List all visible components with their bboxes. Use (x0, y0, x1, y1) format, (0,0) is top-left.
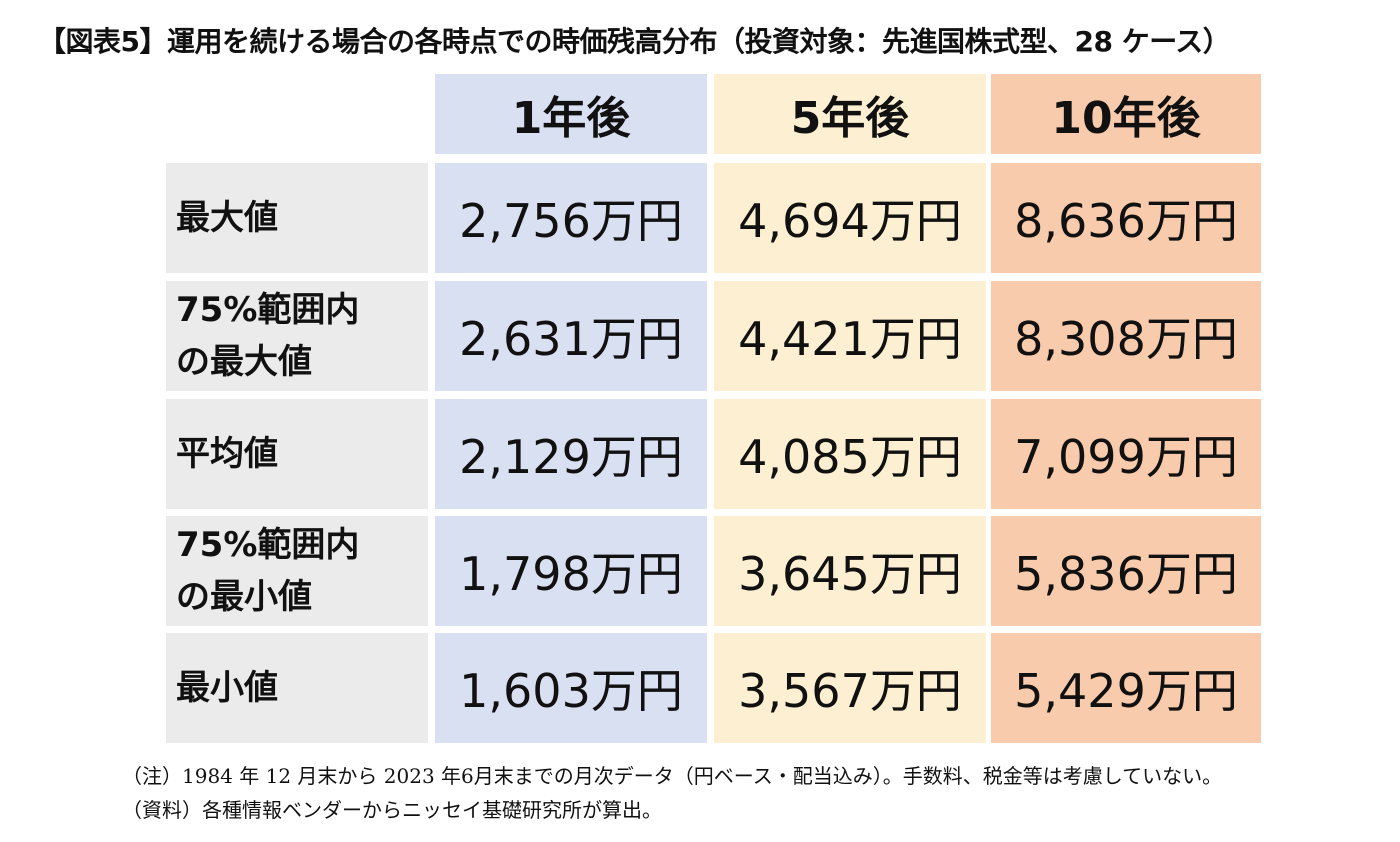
value-cell: 1,798万円 (435, 516, 707, 626)
value-cell: 7,099万円 (991, 399, 1261, 509)
footnote-note: （注）1984 年 12 月末から 2023 年6月末までの月次データ（円ベース… (122, 764, 1223, 788)
row-label: 最大値 (166, 163, 428, 273)
value-cell: 4,421万円 (714, 281, 986, 391)
chart-title: 【図表5】運用を続ける場合の各時点での時価残高分布（投資対象：先進国株式型、28… (38, 25, 1231, 58)
value-cell: 2,631万円 (435, 281, 707, 391)
value-cell: 2,756万円 (435, 163, 707, 273)
row-label: 75%範囲内 の最小値 (166, 516, 428, 626)
value-cell: 8,636万円 (991, 163, 1261, 273)
footnote-source: （資料）各種情報ベンダーからニッセイ基礎研究所が算出。 (122, 798, 662, 822)
value-cell: 2,129万円 (435, 399, 707, 509)
value-cell: 3,567万円 (714, 633, 986, 743)
value-cell: 8,308万円 (991, 281, 1261, 391)
column-header: 1年後 (435, 74, 707, 154)
value-cell: 4,694万円 (714, 163, 986, 273)
value-cell: 3,645万円 (714, 516, 986, 626)
value-cell: 5,429万円 (991, 633, 1261, 743)
column-header: 10年後 (991, 74, 1261, 154)
column-header: 5年後 (714, 74, 986, 154)
value-cell: 5,836万円 (991, 516, 1261, 626)
value-cell: 1,603万円 (435, 633, 707, 743)
row-label: 最小値 (166, 633, 428, 743)
value-cell: 4,085万円 (714, 399, 986, 509)
row-label: 平均値 (166, 399, 428, 509)
row-label: 75%範囲内 の最大値 (166, 281, 428, 391)
